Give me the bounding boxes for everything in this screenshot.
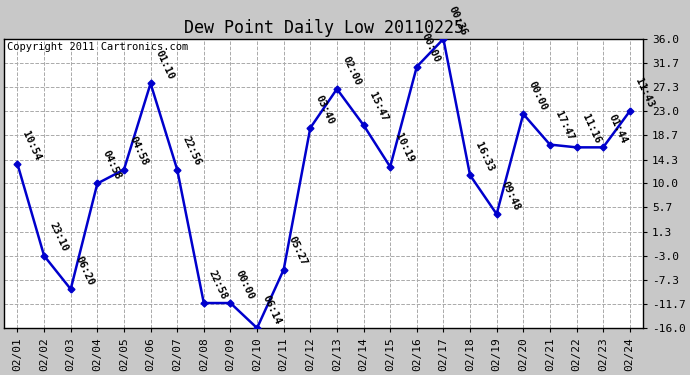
Text: 09:48: 09:48 (500, 179, 522, 212)
Title: Dew Point Daily Low 20110225: Dew Point Daily Low 20110225 (184, 20, 464, 38)
Text: 02:00: 02:00 (340, 54, 362, 87)
Text: 22:58: 22:58 (207, 268, 229, 301)
Text: 15:47: 15:47 (367, 90, 389, 123)
Text: 06:20: 06:20 (74, 254, 96, 287)
Text: 22:56: 22:56 (180, 135, 203, 167)
Text: 16:33: 16:33 (473, 140, 495, 173)
Text: 00:36: 00:36 (446, 4, 469, 37)
Text: 00:00: 00:00 (420, 32, 442, 64)
Text: 11:43: 11:43 (633, 76, 656, 109)
Text: 11:16: 11:16 (580, 112, 602, 145)
Text: 05:27: 05:27 (287, 235, 309, 267)
Text: 01:10: 01:10 (154, 49, 176, 81)
Text: 04:58: 04:58 (101, 149, 123, 181)
Text: 17:47: 17:47 (553, 110, 575, 142)
Text: 01:44: 01:44 (607, 112, 629, 145)
Text: 10:54: 10:54 (21, 129, 43, 162)
Text: 04:58: 04:58 (127, 135, 150, 167)
Text: 06:14: 06:14 (260, 293, 282, 326)
Text: 00:00: 00:00 (526, 79, 549, 112)
Text: 23:10: 23:10 (48, 221, 70, 254)
Text: 00:00: 00:00 (234, 268, 256, 301)
Text: 10:19: 10:19 (393, 132, 415, 165)
Text: Copyright 2011 Cartronics.com: Copyright 2011 Cartronics.com (8, 42, 188, 52)
Text: 03:40: 03:40 (313, 93, 336, 126)
